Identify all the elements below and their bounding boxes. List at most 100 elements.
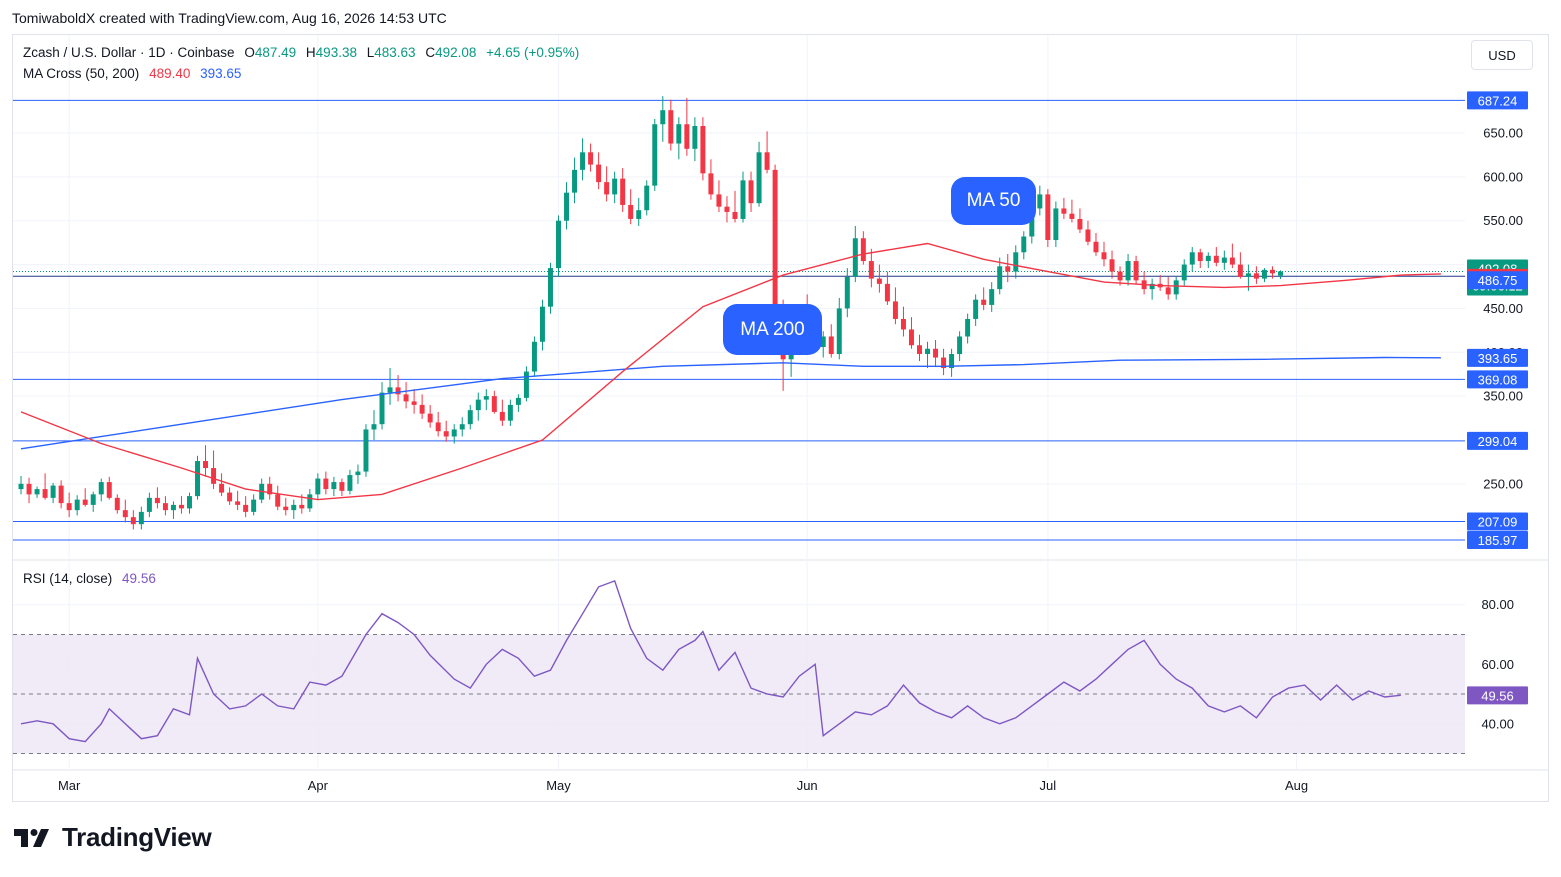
candle-body xyxy=(908,329,914,346)
candle-body xyxy=(660,110,666,125)
candle-body xyxy=(379,392,385,425)
candle-body xyxy=(195,461,200,497)
rsi-last-tag: 49.56 xyxy=(1481,688,1514,703)
candle-body xyxy=(347,475,353,491)
candle-body xyxy=(235,501,241,505)
candle-body xyxy=(283,506,289,511)
horizontal-levels xyxy=(13,99,1465,541)
candle-body xyxy=(1229,257,1235,265)
candle-series xyxy=(18,96,1283,530)
candle-body xyxy=(820,336,826,348)
candle-body xyxy=(26,483,32,495)
candle-body xyxy=(917,345,922,355)
candle-body xyxy=(307,494,313,509)
candle-body xyxy=(900,318,906,330)
rsi-tick-label: 80.00 xyxy=(1481,597,1514,612)
candle-body xyxy=(419,404,425,414)
ma-legend[interactable]: MA Cross (50, 200) 489.40 393.65 xyxy=(23,66,247,81)
rsi-line xyxy=(20,579,1401,743)
close-value: 492.08 xyxy=(435,45,477,60)
time-tick-label: May xyxy=(546,778,571,793)
tradingview-logo-icon xyxy=(14,828,49,847)
candle-body xyxy=(1077,218,1083,230)
candle-body xyxy=(1253,273,1259,279)
candle-body xyxy=(1213,255,1219,263)
time-tick-label: Aug xyxy=(1285,778,1308,793)
candle-body xyxy=(852,238,858,277)
candle-body xyxy=(219,483,225,493)
candle-body xyxy=(243,504,249,512)
candle-body xyxy=(459,424,465,430)
candle-body xyxy=(676,124,682,144)
candle-body xyxy=(997,266,1003,290)
candle-body xyxy=(1109,259,1115,272)
time-tick-label: Jul xyxy=(1040,778,1057,793)
tradingview-logo-text: TradingView xyxy=(62,822,212,852)
level-price-tag: 299.04 xyxy=(1478,434,1518,449)
price-tags: 687.24369.08299.04207.09185.97492.0809:0… xyxy=(1467,91,1528,705)
ma50-legend-value: 489.40 xyxy=(149,66,191,81)
candle-body xyxy=(844,276,850,309)
candle-body xyxy=(251,499,257,512)
high-value: 493.38 xyxy=(315,45,357,60)
candle-body xyxy=(644,185,650,211)
rsi-legend[interactable]: RSI (14, close) 49.56 xyxy=(23,571,162,586)
candle-body xyxy=(451,429,457,437)
candle-body xyxy=(146,497,152,512)
candle-body xyxy=(1197,252,1203,262)
candle-body xyxy=(66,503,72,511)
level-price-tag: 207.09 xyxy=(1478,514,1518,529)
symbol-legend[interactable]: Zcash / U.S. Dollar · 1D · Coinbase O487… xyxy=(23,45,585,60)
candle-body xyxy=(692,125,698,149)
currency-button[interactable]: USD xyxy=(1471,40,1533,70)
rsi-tick-label: 60.00 xyxy=(1481,657,1514,672)
candle-body xyxy=(170,504,176,511)
open-label: O487.49 xyxy=(244,45,297,60)
candle-body xyxy=(74,499,80,511)
candle-body xyxy=(596,164,602,183)
rsi-last-tag-bg xyxy=(1467,686,1528,705)
candle-body xyxy=(981,299,987,305)
candle-body xyxy=(331,482,337,490)
candle-body xyxy=(186,496,192,509)
candle-body xyxy=(1165,287,1171,295)
candle-body xyxy=(724,206,730,212)
ma50-annotation: MA 50 xyxy=(951,177,1036,225)
candle-body xyxy=(628,204,634,219)
candle-body xyxy=(1117,271,1123,281)
price-tick-label: 250.00 xyxy=(1483,476,1523,491)
candle-body xyxy=(620,178,626,205)
candle-body xyxy=(1133,261,1139,281)
candle-body xyxy=(1069,213,1075,219)
candle-body xyxy=(884,283,890,302)
candle-body xyxy=(98,482,104,495)
level-price-tag-bg xyxy=(1467,91,1528,110)
candle-body xyxy=(1053,208,1059,241)
candle-body xyxy=(162,503,168,511)
candle-body xyxy=(1278,271,1283,276)
candle-body xyxy=(211,468,217,484)
candle-body xyxy=(732,211,738,219)
candle-body xyxy=(130,517,136,525)
change-value: +4.65 (+0.95%) xyxy=(486,45,580,60)
candle-body xyxy=(411,401,417,405)
candle-body xyxy=(828,336,834,355)
level-price-tag: 185.97 xyxy=(1478,533,1518,548)
candle-body xyxy=(925,348,931,355)
tradingview-logo[interactable]: TradingView xyxy=(14,822,212,853)
ma200-annotation: MA 200 xyxy=(723,304,822,355)
candle-body xyxy=(339,482,345,491)
candle-body xyxy=(178,504,184,509)
candle-body xyxy=(507,404,513,421)
rsi-tick-label: 40.00 xyxy=(1481,716,1514,731)
candle-body xyxy=(1181,264,1187,281)
ma-title: MA Cross (50, 200) xyxy=(23,66,140,81)
price-tick-label: 350.00 xyxy=(1483,389,1523,404)
candle-body xyxy=(475,399,481,411)
candle-body xyxy=(323,478,329,490)
candle-body xyxy=(203,461,209,469)
time-tick-label: Mar xyxy=(58,778,81,793)
candle-body xyxy=(387,387,393,393)
candle-body xyxy=(708,173,714,195)
